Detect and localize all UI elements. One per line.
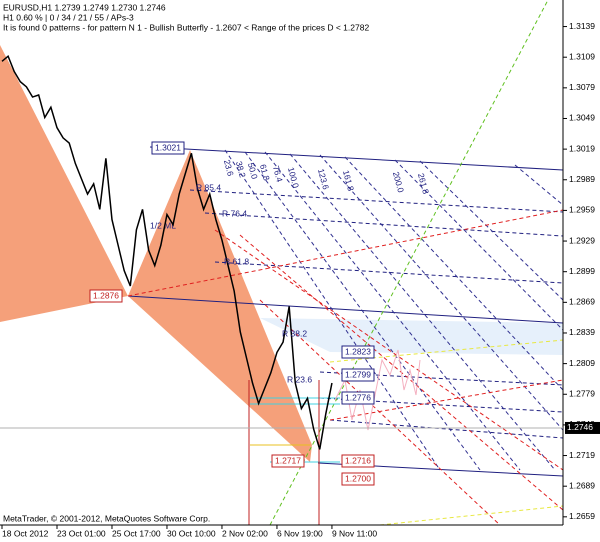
price-label-box [89,289,123,303]
price-label-box [341,454,375,468]
y-tick-label: 1.3049 [569,113,595,123]
y-tick-label: 1.2899 [569,266,595,276]
x-tick-label: 30 Oct 10:00 [167,528,216,538]
price-label-box [271,454,305,468]
level-line [319,397,564,413]
yellow-line [379,505,564,526]
fan-line [514,164,564,206]
y-tick-label: 1.3079 [569,82,595,92]
projection-line [334,349,421,431]
fan-line [289,153,556,471]
current-price-label: 1.2746 [567,422,593,432]
info-line: H1 0.60 % | 0 / 34 / 21 / 55 / APs-3 [3,12,134,22]
y-tick-label: 1.2929 [569,235,595,245]
level-line [214,261,564,284]
ray-label: R 61.8 [224,256,249,266]
current-price-box [565,421,600,434]
symbol-header: EURUSD,H1 1.2739 1.2749 1.2730 1.2746 [3,2,166,12]
price-label-box [341,391,375,405]
fan-line [394,159,564,331]
fan-line [244,151,481,471]
ray-label: R 85.4 [196,182,221,192]
price-label: 1.2700 [345,473,371,483]
red-line [259,299,501,526]
level-line [204,212,564,237]
copyright: MetaTrader, © 2001-2012, MetaQuotes Soft… [3,513,210,523]
time-bar [0,525,600,542]
y-tick-label: 1.2659 [569,511,595,521]
price-label: 1.2717 [275,455,301,465]
y-tick-label: 1.3109 [569,51,595,61]
x-tick-label: 25 Oct 17:00 [112,528,161,538]
fib-label: 38.2 [234,160,248,179]
pattern-wing [0,45,128,322]
x-tick-label: 6 Nov 19:00 [277,528,323,538]
y-tick-label: 1.2719 [569,450,595,460]
fan-lines [127,0,564,526]
y-tick-label: 1.2869 [569,297,595,307]
y-tick-label: 1.2839 [569,327,595,337]
median-line [127,295,564,324]
x-tick-label: 18 Oct 2012 [2,528,49,538]
fib-label: 61.8 [258,163,272,182]
shaded-zone [260,318,563,355]
fan-line [319,154,564,431]
y-tick-label: 1.2779 [569,389,595,399]
price-label: 1.3021 [155,142,181,152]
y-tick-label: 1.2989 [569,174,595,184]
median-label: 1/2 ML [150,220,176,230]
x-tick-label: 9 Nov 11:00 [332,528,377,538]
price-label: 1.2716 [345,455,371,465]
price-line [1,54,333,450]
y-tick-label: 1.2959 [569,205,595,215]
level-line [189,189,564,213]
pattern-line: It is found 0 patterns - for pattern N 1… [3,22,369,32]
fan-line [264,151,521,471]
x-tick-label: 23 Oct 01:00 [57,528,106,538]
red-line [214,229,564,471]
price-label-box [341,472,375,486]
fib-label: 23.6 [222,159,236,178]
level-line [319,371,564,386]
level-line [329,419,564,439]
price-label-box [341,368,375,382]
fan-line [224,149,441,471]
price-label-box [151,141,185,155]
x-tick-label: 2 Nov 02:00 [222,528,268,538]
price-label: 1.2776 [345,392,371,402]
price-label: 1.2876 [93,290,119,300]
median-line [149,146,564,171]
y-tick-label: 1.2809 [569,358,595,368]
y-tick-label: 1.2689 [569,480,595,490]
fib-label: 50.0 [246,162,260,181]
y-tick-label: 1.3019 [569,143,595,153]
red-line [127,209,564,297]
fan-line [419,160,564,301]
price-label: 1.2799 [345,369,371,379]
y-tick-label: 1.3139 [569,21,595,31]
ray-label: R 23.6 [287,374,312,384]
ray-label: R 76.4 [222,208,247,218]
price-label: 1.2823 [345,346,371,356]
red-line [329,379,564,421]
ray-label: R 38.2 [282,328,307,338]
fib-label: 76.4 [271,165,285,184]
price-label-box [341,345,375,359]
